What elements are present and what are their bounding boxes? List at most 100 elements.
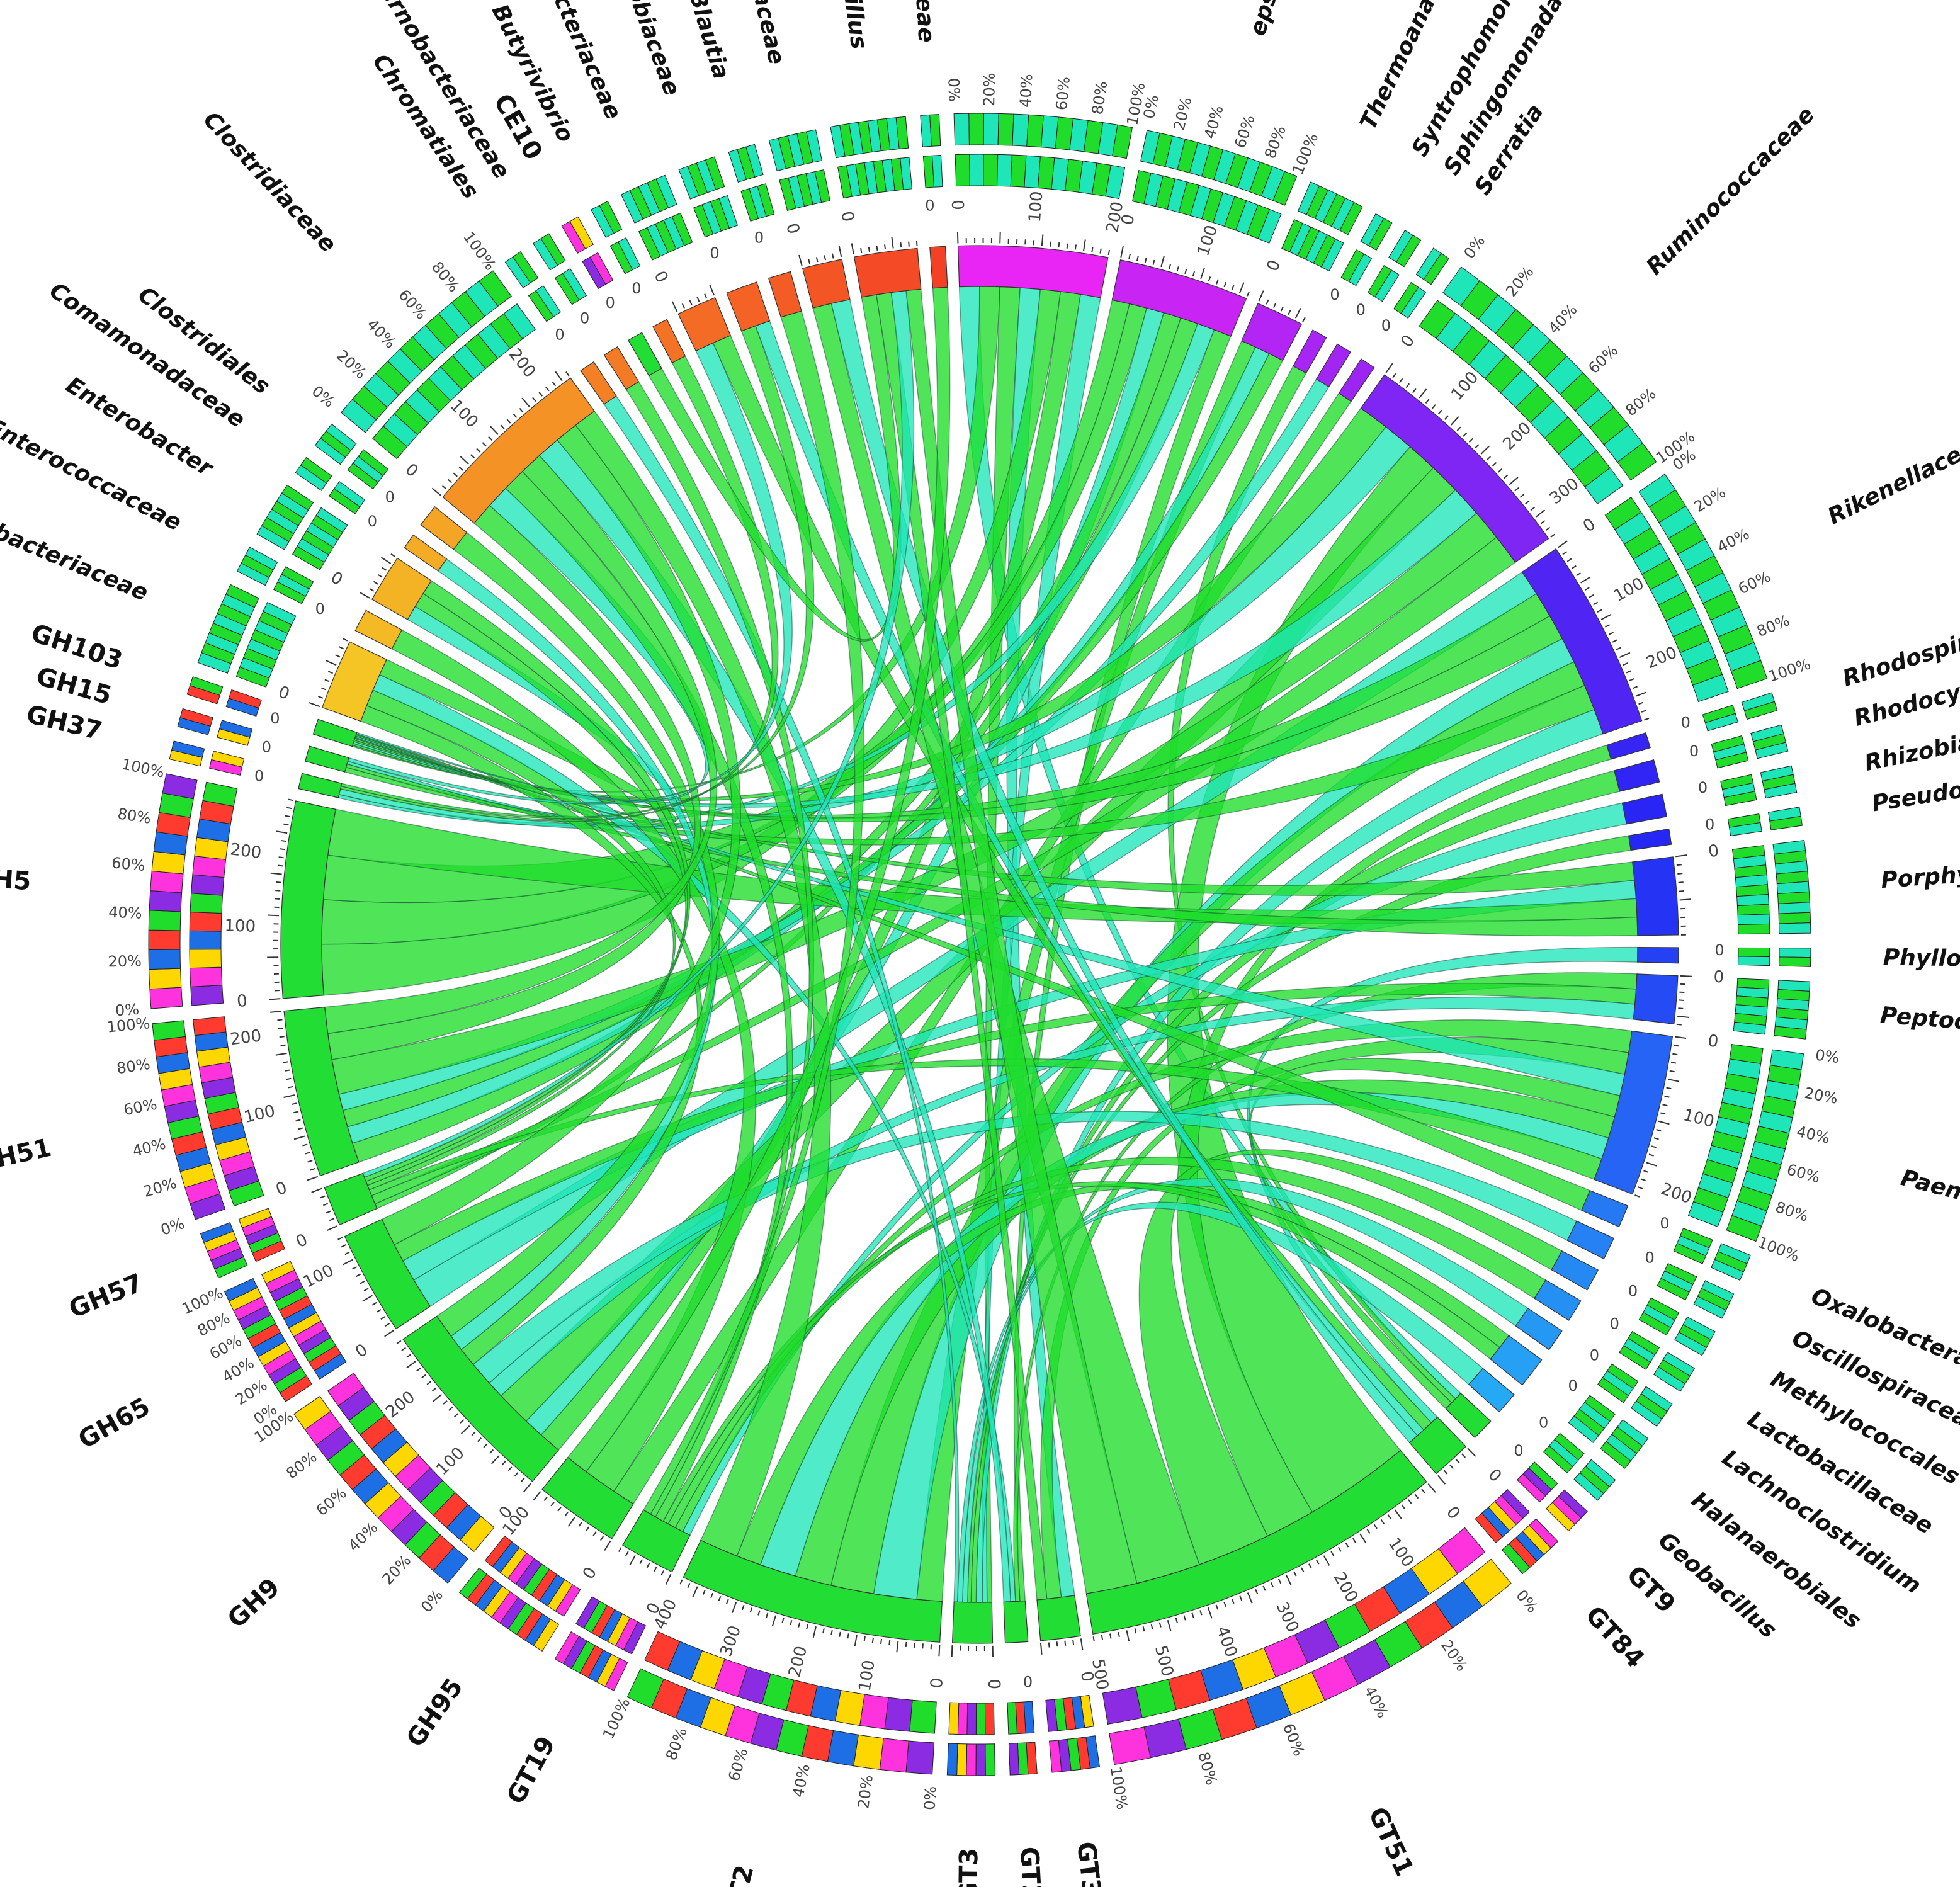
percent-tick-label: 20% bbox=[1691, 484, 1729, 516]
percent-tick-label: 60% bbox=[1735, 568, 1773, 598]
axis-tick bbox=[406, 1354, 411, 1358]
count-tick-label: 0 bbox=[276, 683, 292, 704]
axis-tick bbox=[1637, 1186, 1643, 1189]
segment-arc-rikenellaceae bbox=[1521, 548, 1643, 735]
axis-tick bbox=[280, 1044, 286, 1046]
percent-tick-label: 60% bbox=[725, 1746, 752, 1783]
axis-tick bbox=[831, 253, 834, 259]
composition-block bbox=[1693, 1296, 1726, 1319]
composition-block bbox=[503, 303, 536, 339]
composition-block bbox=[1348, 253, 1373, 286]
composition-block bbox=[1738, 956, 1770, 966]
axis-tick bbox=[854, 1635, 858, 1646]
axis-tick bbox=[1152, 259, 1155, 265]
axis-tick bbox=[500, 424, 505, 429]
count-tick-label: 0 bbox=[1514, 1442, 1523, 1459]
axis-tick bbox=[431, 487, 441, 496]
axis-tick bbox=[696, 297, 700, 302]
percent-tick-label: 20% bbox=[333, 346, 370, 382]
axis-tick bbox=[1597, 609, 1602, 613]
segment-arc-gh37 bbox=[298, 773, 343, 798]
axis-tick bbox=[1208, 276, 1211, 282]
axis-tick bbox=[1398, 378, 1403, 383]
segment-label-porphyromonadaceae: Porphyromonadaceae bbox=[1880, 848, 1960, 893]
axis-tick bbox=[275, 898, 280, 900]
axis-tick bbox=[476, 448, 481, 453]
segment-arc-pseudomonas bbox=[1628, 828, 1672, 851]
percent-tick-label: 80% bbox=[662, 1725, 691, 1763]
axis-tick bbox=[1670, 1062, 1677, 1064]
axis-tick bbox=[320, 1195, 326, 1199]
percent-tick-label: 100% bbox=[120, 755, 166, 781]
percent-tick-label: 60% bbox=[111, 854, 146, 875]
count-tick-label: 100 bbox=[856, 1659, 879, 1693]
axis-tick bbox=[654, 1567, 657, 1572]
axis-tick bbox=[1644, 718, 1650, 721]
count-tick-label: 100 bbox=[1681, 1106, 1716, 1131]
composition-block bbox=[879, 1738, 909, 1773]
axis-tick bbox=[376, 1309, 382, 1313]
axis-tick bbox=[318, 696, 324, 699]
percent-tick-label: 0% bbox=[309, 382, 338, 411]
axis-tick bbox=[371, 1301, 377, 1306]
axis-tick bbox=[443, 1400, 448, 1405]
composition-block bbox=[554, 1631, 580, 1665]
segment-arc-ruminococcaceae bbox=[1360, 374, 1549, 563]
count-tick-label: 0 bbox=[315, 600, 325, 618]
axis-tick bbox=[1632, 686, 1638, 689]
axis-tick bbox=[309, 702, 320, 708]
axis-tick bbox=[1580, 576, 1591, 584]
axis-tick bbox=[1401, 1504, 1405, 1509]
axis-tick bbox=[363, 1288, 369, 1292]
count-tick-label: 0 bbox=[1689, 742, 1699, 760]
axis-tick bbox=[506, 419, 511, 424]
composition-block bbox=[225, 584, 259, 608]
composition-block bbox=[814, 169, 830, 203]
composition-block bbox=[149, 890, 183, 912]
axis-tick bbox=[1056, 1641, 1058, 1647]
composition-block bbox=[1573, 1472, 1604, 1501]
axis-tick bbox=[1394, 1509, 1402, 1519]
composition-block bbox=[900, 157, 912, 190]
composition-block bbox=[1501, 1543, 1531, 1575]
axis-tick bbox=[453, 472, 458, 477]
axis-tick bbox=[1315, 1559, 1320, 1565]
axis-tick bbox=[1431, 404, 1436, 409]
percent-tick-label: 40% bbox=[131, 1135, 167, 1160]
composition-block bbox=[806, 129, 823, 163]
axis-tick bbox=[1651, 1145, 1657, 1148]
axis-tick bbox=[519, 407, 524, 413]
axis-tick bbox=[552, 381, 557, 387]
segment-arc-gt84 bbox=[1408, 1416, 1467, 1475]
axis-tick bbox=[523, 1483, 531, 1493]
axis-tick bbox=[1443, 1470, 1448, 1475]
axis-tick bbox=[291, 1102, 297, 1106]
composition-block bbox=[929, 114, 941, 147]
axis-tick bbox=[557, 1507, 562, 1512]
composition-block bbox=[946, 1743, 958, 1776]
axis-tick bbox=[1387, 1514, 1392, 1519]
composition-block bbox=[1109, 1726, 1151, 1765]
axis-tick bbox=[1425, 399, 1430, 404]
axis-tick bbox=[1215, 1604, 1219, 1610]
axis-tick bbox=[1514, 487, 1519, 492]
axis-tick bbox=[725, 1599, 729, 1604]
count-tick-label: 0 bbox=[236, 992, 248, 1011]
axis-tick bbox=[1427, 1483, 1436, 1493]
count-tick-label: 0 bbox=[782, 221, 803, 236]
axis-tick bbox=[324, 679, 330, 683]
axis-tick bbox=[1408, 1499, 1412, 1504]
axis-tick bbox=[798, 1622, 801, 1628]
axis-tick bbox=[416, 1367, 421, 1372]
composition-block bbox=[1007, 1702, 1018, 1735]
axis-tick bbox=[326, 660, 337, 666]
count-tick-label: 0 bbox=[1660, 1215, 1669, 1232]
composition-block bbox=[589, 252, 614, 285]
axis-tick bbox=[470, 454, 475, 459]
axis-tick bbox=[360, 592, 370, 599]
axis-tick bbox=[765, 1612, 769, 1618]
composition-block bbox=[261, 1261, 295, 1284]
axis-tick bbox=[1589, 594, 1594, 598]
axis-tick bbox=[824, 255, 827, 261]
composition-block bbox=[1102, 1686, 1143, 1725]
